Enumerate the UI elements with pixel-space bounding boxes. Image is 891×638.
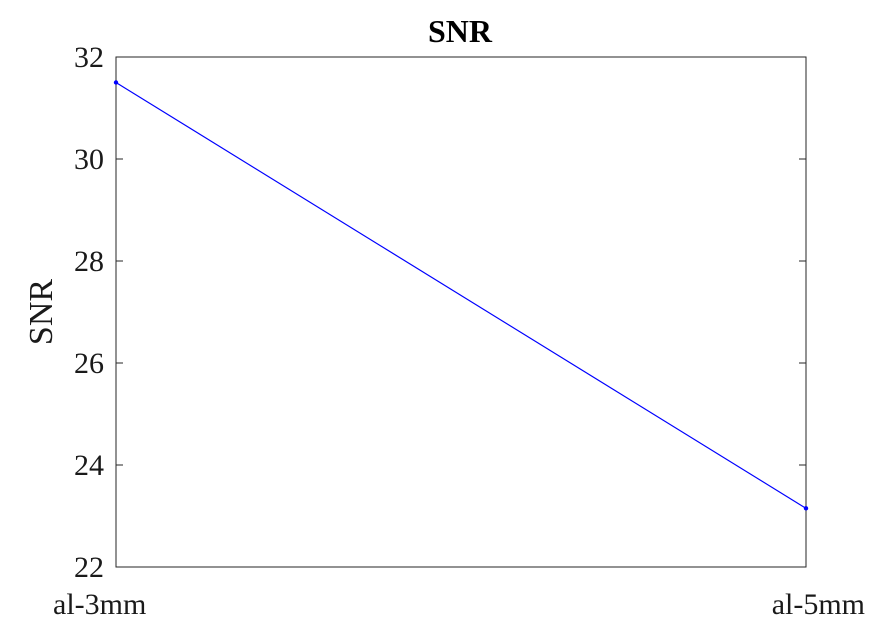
y-tick-label: 22 (74, 551, 104, 584)
y-tick-label: 24 (74, 449, 104, 482)
data-point (803, 506, 809, 511)
series-group (113, 80, 809, 511)
series-line (115, 81, 807, 509)
y-tick-label: 32 (74, 41, 104, 74)
chart-title: SNR (428, 13, 493, 49)
data-point (113, 80, 119, 85)
y-tick-label: 30 (74, 143, 104, 176)
y-axis-ticks: 22 24 26 28 30 32 (74, 41, 806, 584)
x-tick-label: al-5mm (772, 588, 865, 621)
x-tick-label: al-3mm (53, 588, 146, 621)
plot-area-frame (115, 56, 807, 568)
y-axis-label: SNR (23, 279, 60, 345)
y-tick-label: 26 (74, 347, 104, 380)
y-tick-label: 28 (74, 245, 104, 278)
x-axis-ticks: al-3mm al-5mm (53, 588, 865, 621)
